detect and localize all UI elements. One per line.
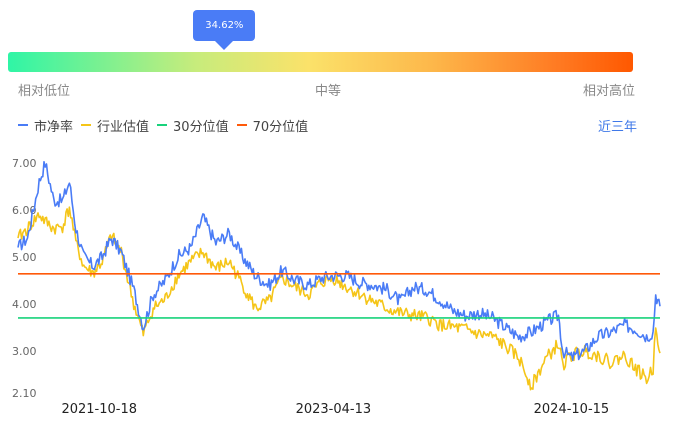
legend-swatch-p70	[236, 124, 247, 126]
legend-item-p30[interactable]: 30分位值	[157, 116, 229, 135]
legend-label-p70: 70分位值	[252, 119, 309, 135]
x-tick-label: 2023-04-13	[296, 402, 372, 417]
x-tick-label: 2024-10-15	[534, 402, 610, 417]
percentile-gradient-bar	[8, 52, 633, 72]
legend-item-pb[interactable]: 市净率	[18, 116, 73, 135]
x-tick-label: 2021-10-18	[61, 402, 137, 417]
gauge-high-label: 相对高位	[583, 84, 636, 99]
gauge-mid-label: 中等	[315, 84, 342, 99]
legend-swatch-p30	[157, 124, 168, 126]
legend-label-p30: 30分位值	[173, 119, 229, 135]
legend-label-industry: 行业估值	[97, 119, 150, 135]
legend-label-pb: 市净率	[34, 119, 74, 135]
legend-swatch-pb	[18, 124, 28, 126]
percentile-tooltip: 34.62%	[193, 10, 256, 41]
legend-swatch-industry	[81, 124, 92, 126]
legend-item-p70[interactable]: 70分位值	[236, 116, 309, 135]
y-tick-label: 3.00	[12, 345, 37, 358]
chart-legend: 市净率 行业估值 30分位值 70分位值	[18, 116, 316, 135]
y-tick-label: 7.00	[12, 157, 37, 170]
period-selector[interactable]: 近三年	[598, 120, 638, 135]
series-line-pb	[17, 161, 661, 362]
legend-item-industry[interactable]: 行业估值	[81, 116, 149, 135]
series-line-industry	[17, 206, 661, 391]
gauge-low-label: 相对低位	[18, 84, 71, 99]
y-tick-label: 6.00	[12, 204, 37, 217]
y-tick-label: 4.00	[12, 298, 37, 311]
y-tick-label: 5.00	[12, 251, 37, 264]
y-tick-label: 2.10	[12, 387, 37, 400]
valuation-gauge: 34.62% 相对低位 中等 相对高位	[0, 0, 686, 100]
percentile-pointer	[215, 41, 234, 50]
